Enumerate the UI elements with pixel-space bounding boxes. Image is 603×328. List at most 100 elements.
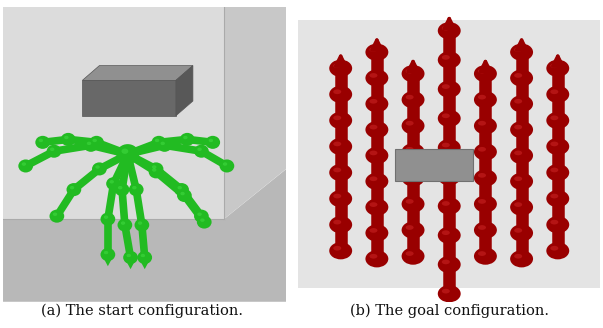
Ellipse shape	[209, 139, 213, 142]
Ellipse shape	[546, 86, 569, 103]
Text: (a) The start configuration.: (a) The start configuration.	[41, 304, 242, 318]
Ellipse shape	[442, 55, 450, 60]
Ellipse shape	[124, 151, 128, 154]
Ellipse shape	[116, 144, 139, 164]
Ellipse shape	[478, 95, 486, 99]
Ellipse shape	[223, 162, 227, 166]
Ellipse shape	[510, 147, 533, 164]
Ellipse shape	[370, 151, 377, 155]
Ellipse shape	[333, 194, 341, 198]
Ellipse shape	[365, 44, 388, 61]
Ellipse shape	[174, 183, 189, 196]
Ellipse shape	[329, 216, 352, 233]
Ellipse shape	[406, 121, 414, 126]
Ellipse shape	[406, 69, 414, 73]
Ellipse shape	[87, 142, 91, 145]
Ellipse shape	[365, 121, 388, 138]
Ellipse shape	[138, 221, 142, 225]
Ellipse shape	[365, 70, 388, 87]
Ellipse shape	[478, 199, 486, 204]
Ellipse shape	[438, 81, 461, 98]
Ellipse shape	[551, 90, 558, 94]
Ellipse shape	[197, 213, 202, 216]
Ellipse shape	[121, 148, 135, 161]
Ellipse shape	[406, 225, 414, 230]
Ellipse shape	[95, 165, 99, 169]
Ellipse shape	[370, 176, 377, 181]
Ellipse shape	[474, 248, 497, 265]
Ellipse shape	[92, 162, 107, 175]
Ellipse shape	[329, 190, 352, 207]
Ellipse shape	[160, 142, 165, 145]
Ellipse shape	[438, 168, 461, 185]
Polygon shape	[102, 255, 114, 266]
Polygon shape	[83, 66, 193, 80]
Ellipse shape	[121, 148, 135, 161]
Ellipse shape	[370, 47, 377, 52]
Ellipse shape	[183, 136, 188, 139]
Ellipse shape	[365, 95, 388, 113]
Ellipse shape	[333, 246, 341, 251]
Ellipse shape	[152, 168, 156, 172]
Ellipse shape	[365, 147, 388, 164]
Ellipse shape	[124, 151, 128, 154]
Ellipse shape	[197, 148, 202, 151]
Ellipse shape	[329, 164, 352, 181]
Ellipse shape	[546, 216, 569, 233]
Ellipse shape	[442, 113, 450, 118]
Ellipse shape	[551, 194, 558, 198]
Ellipse shape	[442, 84, 450, 89]
Ellipse shape	[551, 63, 558, 68]
Ellipse shape	[402, 65, 425, 82]
Ellipse shape	[365, 173, 388, 190]
Ellipse shape	[124, 151, 128, 154]
Ellipse shape	[546, 242, 569, 259]
Ellipse shape	[124, 151, 128, 154]
Ellipse shape	[329, 242, 352, 259]
Ellipse shape	[510, 95, 533, 113]
Ellipse shape	[365, 250, 388, 267]
Ellipse shape	[402, 221, 425, 239]
Ellipse shape	[124, 151, 128, 154]
Bar	[395, 149, 473, 181]
Ellipse shape	[149, 162, 163, 175]
Ellipse shape	[551, 246, 558, 251]
Ellipse shape	[151, 136, 166, 149]
Ellipse shape	[478, 147, 486, 152]
Polygon shape	[124, 257, 137, 269]
Ellipse shape	[442, 143, 450, 147]
Ellipse shape	[474, 143, 497, 160]
Ellipse shape	[438, 110, 461, 127]
Ellipse shape	[510, 173, 533, 190]
Ellipse shape	[474, 65, 497, 82]
Ellipse shape	[49, 210, 65, 223]
Ellipse shape	[370, 202, 377, 207]
Ellipse shape	[442, 172, 450, 176]
Ellipse shape	[124, 151, 128, 154]
Ellipse shape	[478, 173, 486, 178]
Ellipse shape	[329, 112, 352, 129]
Ellipse shape	[438, 51, 461, 69]
Ellipse shape	[118, 186, 122, 189]
Ellipse shape	[514, 99, 522, 104]
Ellipse shape	[66, 183, 81, 196]
Ellipse shape	[551, 142, 558, 146]
Ellipse shape	[333, 142, 341, 146]
Ellipse shape	[124, 151, 128, 154]
Ellipse shape	[478, 225, 486, 230]
Text: (b) The goal configuration.: (b) The goal configuration.	[350, 304, 549, 318]
Ellipse shape	[406, 199, 414, 204]
Ellipse shape	[70, 186, 74, 189]
Ellipse shape	[124, 151, 128, 154]
Ellipse shape	[61, 133, 75, 146]
Ellipse shape	[194, 145, 209, 158]
Ellipse shape	[402, 195, 425, 213]
Ellipse shape	[438, 139, 461, 156]
Ellipse shape	[200, 218, 204, 222]
Ellipse shape	[442, 26, 450, 31]
Ellipse shape	[124, 151, 128, 154]
Ellipse shape	[402, 91, 425, 108]
Ellipse shape	[180, 133, 195, 146]
Ellipse shape	[121, 221, 125, 225]
Ellipse shape	[365, 198, 388, 216]
